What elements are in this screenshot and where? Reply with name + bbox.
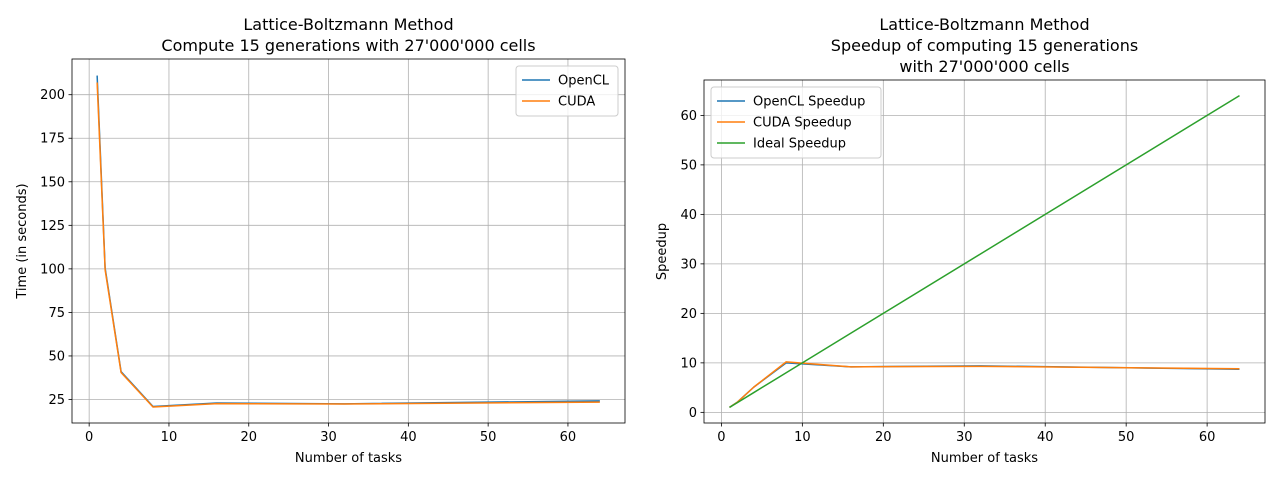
y-tick-label: 60	[680, 109, 697, 124]
y-tick-label: 150	[40, 175, 65, 190]
y-tick-label: 175	[40, 132, 65, 147]
y-tick-label: 20	[680, 307, 697, 322]
x-tick-label: 40	[400, 430, 417, 445]
y-tick-label: 200	[40, 88, 65, 103]
y-tick-label: 10	[680, 356, 697, 371]
y-tick-label: 125	[40, 219, 65, 234]
x-tick-label: 60	[560, 430, 577, 445]
legend-box	[710, 86, 882, 159]
y-tick-label: 50	[680, 158, 697, 173]
y-tick-label: 0	[689, 406, 697, 421]
x-axis-label: Number of tasks	[931, 451, 1038, 466]
y-tick-label: 75	[48, 306, 65, 321]
x-tick-label: 20	[875, 430, 892, 445]
x-tick-label: 0	[85, 430, 93, 445]
x-tick-label: 30	[320, 430, 337, 445]
legend-label: Ideal Speedup	[753, 137, 846, 152]
legend: OpenCL Speedup CUDA Speedup Ideal Speedup	[710, 86, 882, 159]
y-axis-label: Time (in seconds)	[15, 183, 30, 299]
legend-label: CUDA Speedup	[753, 116, 852, 131]
x-tick-label: 50	[1118, 430, 1135, 445]
x-tick-label: 10	[161, 430, 178, 445]
x-tick-label: 60	[1199, 430, 1216, 445]
plot-frame	[703, 79, 1266, 424]
x-tick-label: 50	[480, 430, 497, 445]
legend-label: CUDA	[558, 95, 595, 110]
x-tick-label: 40	[1037, 430, 1054, 445]
y-axis-label: Speedup	[655, 223, 670, 280]
y-tick-label: 25	[48, 393, 65, 408]
x-tick-label: 20	[240, 430, 257, 445]
y-tick-label: 40	[680, 208, 697, 223]
chart-time: 0 10 20 30 40 50 60 25 50 75 100 125 150 175 200 Number…	[15, 15, 626, 466]
chart-speedup: 0 10 20 30 40 50 60 0 10 20 30 40 50 60 Number of task…	[655, 15, 1266, 466]
legend: OpenCL CUDA	[515, 65, 619, 117]
x-axis-label: Number of tasks	[295, 451, 402, 466]
chart-title: Lattice-Boltzmann Method Speedup of compu…	[831, 15, 1138, 76]
y-tick-label: 100	[40, 262, 65, 277]
x-tick-label: 10	[794, 430, 811, 445]
y-tick-label: 50	[48, 349, 65, 364]
y-tick-label: 30	[680, 257, 697, 272]
x-tick-label: 30	[956, 430, 973, 445]
legend-label: OpenCL	[558, 74, 610, 89]
chart-title: Lattice-Boltzmann Method Compute 15 gener…	[161, 15, 535, 55]
legend-box	[515, 65, 619, 117]
plot-frame	[71, 58, 626, 424]
x-tick-label: 0	[717, 430, 725, 445]
legend-label: OpenCL Speedup	[753, 95, 865, 110]
